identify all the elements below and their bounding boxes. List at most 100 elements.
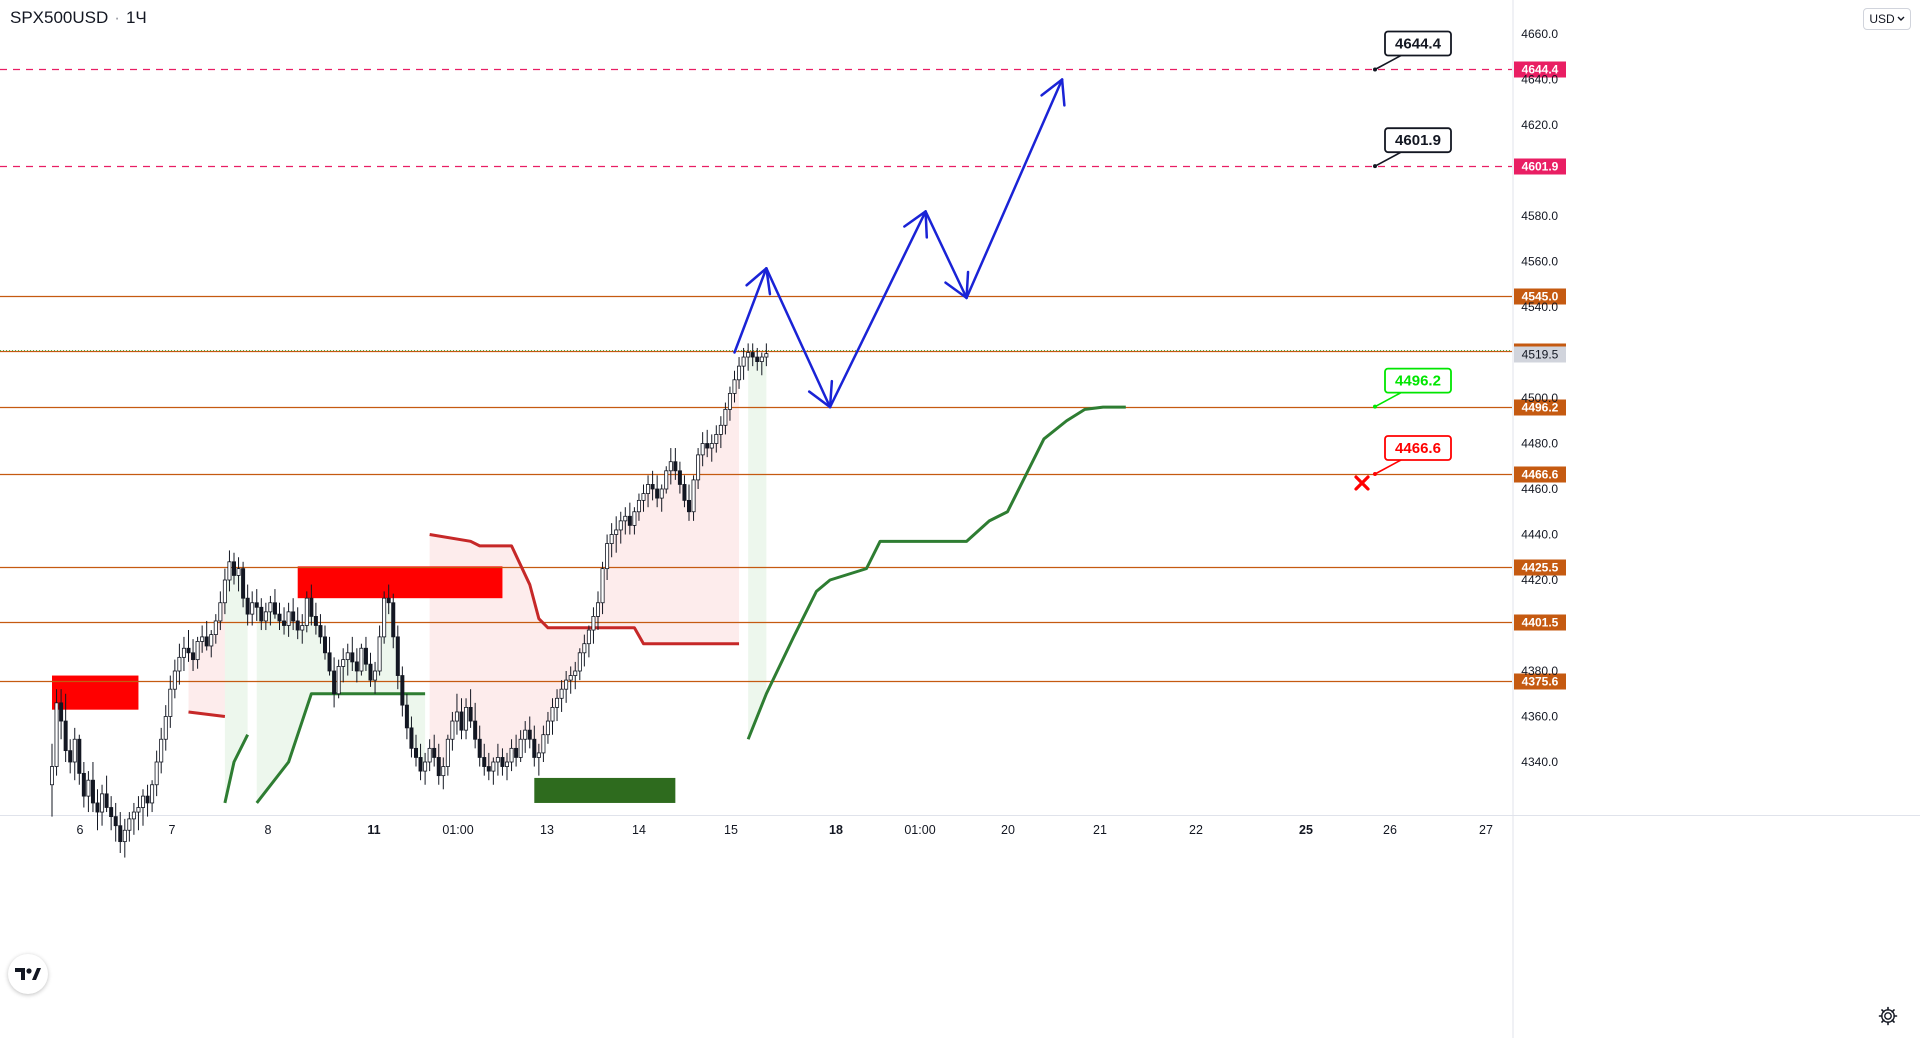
candle[interactable] (709, 434, 714, 462)
candle[interactable] (195, 636, 200, 669)
candle[interactable] (664, 466, 669, 494)
candle[interactable] (136, 796, 141, 831)
candle[interactable] (454, 693, 459, 735)
candle[interactable] (318, 614, 323, 644)
candle[interactable] (746, 343, 751, 371)
candle[interactable] (700, 432, 705, 467)
candle[interactable] (750, 343, 755, 367)
candle[interactable] (245, 584, 250, 626)
candle[interactable] (168, 675, 173, 728)
candle[interactable] (181, 636, 186, 671)
projection-segment[interactable] (765, 267, 832, 409)
candle[interactable] (473, 702, 478, 749)
candle[interactable] (718, 416, 723, 449)
candle[interactable] (363, 636, 368, 671)
callout-box[interactable] (1384, 127, 1452, 154)
projection-segment[interactable] (965, 78, 1064, 300)
callout-box[interactable] (1384, 30, 1452, 57)
currency-selector[interactable]: USD (1863, 8, 1911, 30)
candle[interactable] (495, 743, 500, 776)
candle[interactable] (596, 591, 601, 631)
candle[interactable] (450, 711, 455, 751)
candle[interactable] (627, 502, 632, 535)
candle[interactable] (231, 552, 236, 585)
candle[interactable] (172, 659, 177, 699)
candle[interactable] (395, 625, 400, 690)
candle[interactable] (568, 666, 573, 694)
candle[interactable] (127, 812, 132, 842)
candle[interactable] (705, 429, 710, 458)
candle[interactable] (677, 461, 682, 494)
candle[interactable] (213, 614, 218, 644)
candle[interactable] (646, 475, 651, 508)
candle[interactable] (427, 739, 432, 772)
candle[interactable] (641, 484, 646, 512)
candle[interactable] (737, 357, 742, 389)
candle[interactable] (63, 693, 68, 762)
candle[interactable] (368, 652, 373, 687)
candle[interactable] (655, 475, 660, 508)
candle[interactable] (90, 762, 95, 813)
candle[interactable] (755, 347, 760, 371)
candle[interactable] (727, 386, 732, 421)
candle[interactable] (209, 630, 214, 658)
candle[interactable] (714, 425, 719, 453)
symbol-name[interactable]: SPX500USD (10, 8, 109, 27)
candle[interactable] (241, 561, 246, 608)
candle[interactable] (659, 484, 664, 512)
candle[interactable] (204, 620, 209, 651)
projection-segment[interactable] (924, 210, 968, 300)
candle[interactable] (322, 625, 327, 660)
candle[interactable] (391, 593, 396, 649)
candle[interactable] (623, 507, 628, 535)
candle[interactable] (609, 523, 614, 558)
candle[interactable] (482, 743, 487, 776)
candlestick-series[interactable] (50, 343, 769, 858)
candle[interactable] (122, 818, 127, 858)
candle[interactable] (564, 671, 569, 703)
candle[interactable] (404, 693, 409, 740)
candle[interactable] (332, 657, 337, 708)
candle[interactable] (555, 689, 560, 722)
candle[interactable] (441, 757, 446, 790)
candle[interactable] (145, 784, 150, 817)
candle[interactable] (413, 734, 418, 767)
candle[interactable] (150, 780, 155, 813)
candle[interactable] (577, 648, 582, 681)
candle[interactable] (605, 534, 610, 581)
candle[interactable] (59, 689, 64, 740)
candle[interactable] (77, 734, 82, 785)
candle[interactable] (86, 771, 91, 813)
supply-zone[interactable] (52, 675, 139, 710)
candle[interactable] (268, 595, 273, 626)
candle[interactable] (550, 698, 555, 735)
candle[interactable] (191, 639, 196, 671)
candle[interactable] (687, 484, 692, 521)
candle[interactable] (614, 516, 619, 553)
gear-icon[interactable] (1876, 1004, 1900, 1028)
interval-label[interactable]: 1Ч (125, 8, 147, 27)
candle[interactable] (673, 448, 678, 480)
candle[interactable] (523, 721, 528, 753)
candle[interactable] (259, 598, 264, 631)
candle[interactable] (518, 730, 523, 762)
candle[interactable] (295, 607, 300, 640)
horizontal-levels[interactable] (0, 68, 1512, 683)
candle[interactable] (109, 796, 114, 831)
candle[interactable] (236, 557, 241, 592)
tradingview-logo-icon[interactable] (8, 954, 48, 994)
candle[interactable] (491, 757, 496, 785)
candle[interactable] (514, 734, 519, 767)
candle[interactable] (545, 711, 550, 744)
candle[interactable] (586, 625, 591, 658)
candle[interactable] (477, 725, 482, 767)
candle[interactable] (377, 625, 382, 676)
callout-box[interactable] (1384, 435, 1452, 461)
candle[interactable] (250, 591, 255, 626)
demand-zone[interactable] (534, 777, 676, 803)
candle[interactable] (263, 602, 268, 631)
candle[interactable] (373, 661, 378, 694)
candle[interactable] (95, 789, 100, 831)
